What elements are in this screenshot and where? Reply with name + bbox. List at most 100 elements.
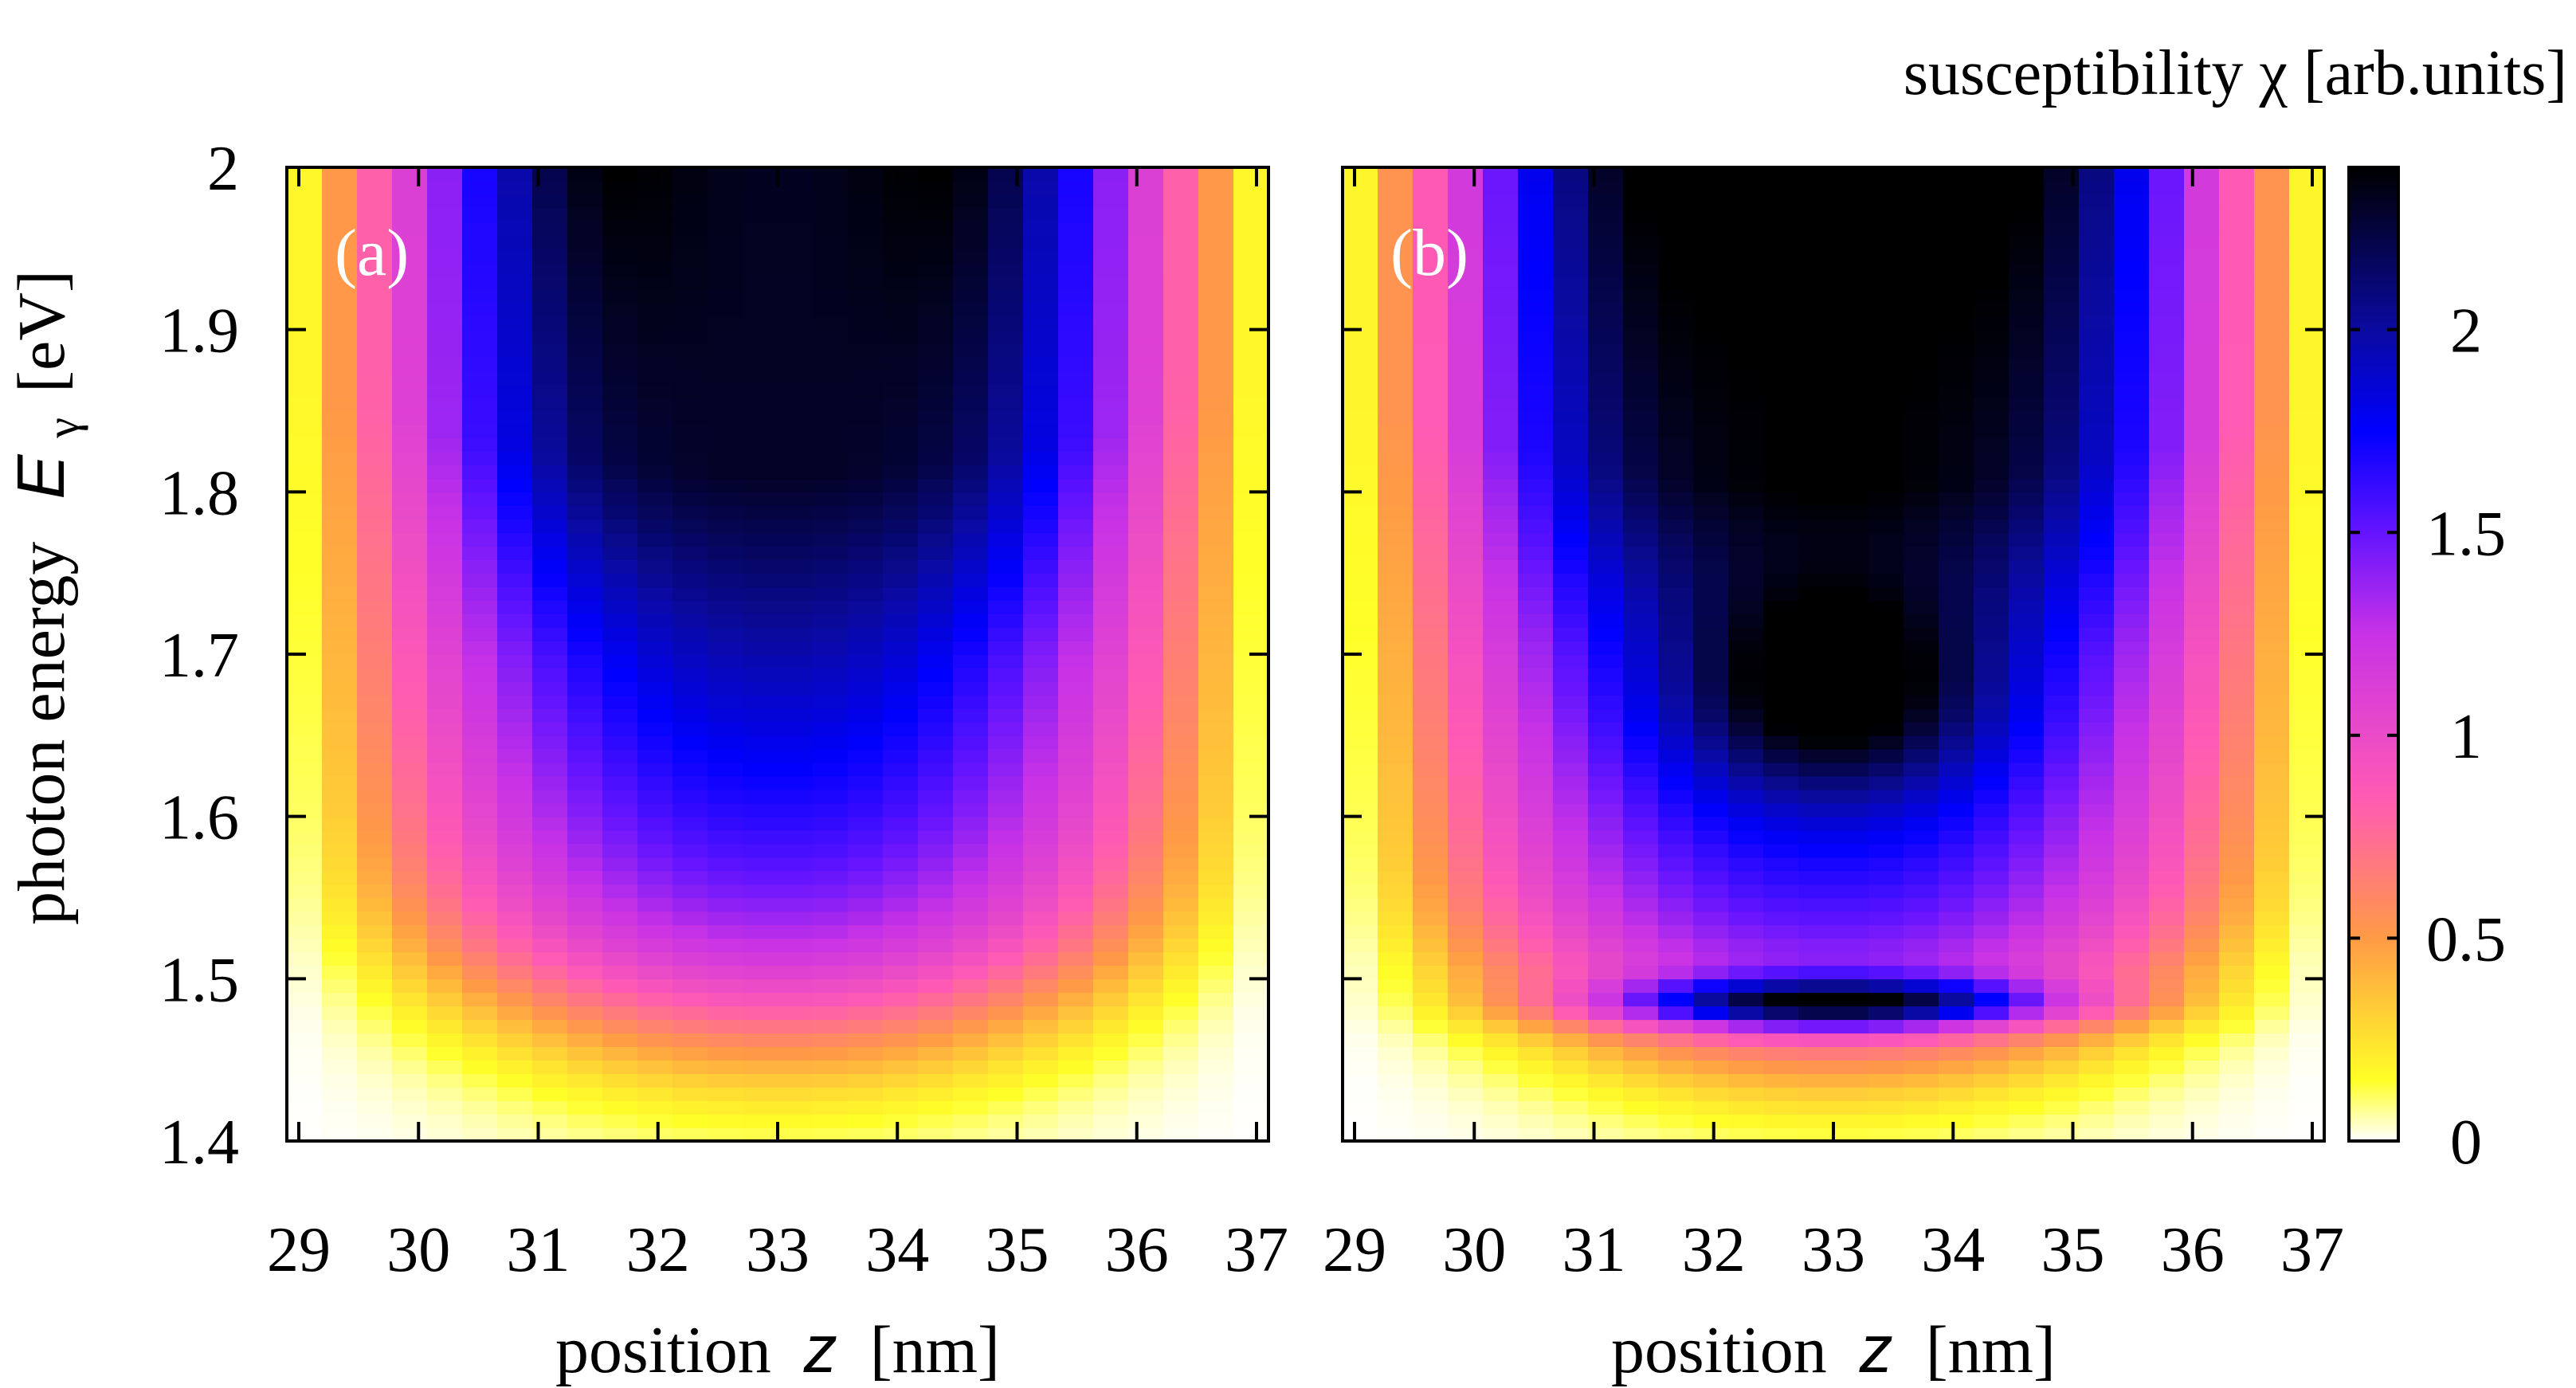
heatmap-cell	[1588, 356, 1624, 371]
heatmap-cell	[1798, 573, 1834, 587]
x-tick-label: 32	[626, 1215, 690, 1285]
heatmap-cell	[287, 775, 323, 790]
heatmap-cell	[988, 992, 1024, 1007]
heatmap-cell	[1763, 1087, 1799, 1101]
heatmap-cell	[778, 816, 814, 831]
heatmap-cell	[497, 329, 533, 344]
heatmap-cell	[743, 843, 778, 858]
heatmap-cell	[2289, 234, 2325, 249]
heatmap-cell	[1833, 180, 1869, 195]
heatmap-cell	[1163, 680, 1199, 696]
heatmap-cell	[1728, 748, 1764, 763]
heatmap-cell	[988, 424, 1024, 439]
heatmap-cell	[532, 559, 568, 574]
heatmap-cell	[2289, 843, 2325, 858]
heatmap-cell	[1023, 748, 1059, 763]
heatmap-cell	[637, 424, 673, 439]
heatmap-cell	[497, 1019, 533, 1034]
heatmap-cell	[1833, 721, 1869, 736]
heatmap-cell	[287, 383, 323, 398]
heatmap-cell	[357, 829, 393, 845]
heatmap-cell	[1233, 897, 1269, 912]
heatmap-cell	[392, 221, 428, 236]
heatmap-cell	[567, 478, 603, 493]
heatmap-cell	[2114, 397, 2150, 412]
heatmap-cell	[1093, 207, 1129, 222]
heatmap-cell	[2079, 1087, 2115, 1101]
heatmap-cell	[1553, 924, 1589, 939]
heatmap-cell	[1518, 641, 1554, 655]
heatmap-cell	[637, 397, 673, 412]
heatmap-cell	[918, 207, 954, 222]
heatmap-cell	[1378, 735, 1413, 750]
heatmap-cell	[1343, 938, 1378, 953]
heatmap-cell	[2219, 1073, 2255, 1088]
heatmap-cell	[1093, 586, 1129, 601]
heatmap-cell	[708, 884, 743, 899]
heatmap-cell	[1728, 1114, 1764, 1128]
heatmap-cell	[813, 329, 849, 344]
heatmap-cell	[1623, 951, 1659, 967]
heatmap-cell	[1588, 207, 1624, 222]
heatmap-cell	[918, 938, 954, 953]
heatmap-cell	[427, 492, 463, 507]
heatmap-cell	[1198, 167, 1234, 182]
heatmap-cell	[392, 451, 428, 466]
heatmap-cell	[1198, 478, 1234, 493]
heatmap-cell	[743, 586, 778, 601]
heatmap-cell	[708, 992, 743, 1007]
heatmap-cell	[1798, 762, 1834, 777]
heatmap-cell	[1868, 654, 1904, 669]
heatmap-cell	[567, 167, 603, 182]
heatmap-cell	[778, 167, 814, 182]
heatmap-cell	[778, 194, 814, 209]
heatmap-cell	[1233, 1087, 1269, 1101]
heatmap-cell	[2044, 775, 2080, 790]
heatmap-cell	[1623, 654, 1659, 669]
heatmap-cell	[427, 261, 463, 276]
heatmap-cell	[672, 505, 708, 520]
heatmap-cell	[778, 586, 814, 601]
heatmap-cell	[462, 694, 498, 709]
heatmap-cell	[357, 546, 393, 560]
heatmap-cell	[1728, 694, 1764, 709]
heatmap-cell	[427, 586, 463, 601]
heatmap-cell	[2289, 519, 2325, 534]
heatmap-cell	[1058, 573, 1094, 587]
heatmap-cell	[1128, 492, 1164, 507]
heatmap-cell	[1518, 275, 1554, 290]
heatmap-cell	[1658, 735, 1694, 750]
heatmap-cell	[1553, 221, 1589, 236]
heatmap-cell	[672, 843, 708, 858]
heatmap-cell	[2149, 735, 2185, 750]
heatmap-cell	[2009, 641, 2045, 655]
heatmap-cell	[1588, 234, 1624, 249]
heatmap-cell	[322, 870, 358, 885]
heatmap-cell	[1974, 451, 2009, 466]
heatmap-cell	[1939, 884, 1974, 899]
heatmap-cell	[1904, 573, 1939, 587]
heatmap-cell	[1833, 924, 1869, 939]
heatmap-cell	[532, 775, 568, 790]
heatmap-cell	[708, 356, 743, 371]
heatmap-cell	[1413, 410, 1449, 425]
heatmap-cell	[1623, 1100, 1659, 1115]
heatmap-cell	[1763, 735, 1799, 750]
heatmap-cell	[708, 1073, 743, 1088]
heatmap-cell	[497, 951, 533, 967]
heatmap-cell	[2149, 1006, 2185, 1021]
heatmap-cell	[2289, 180, 2325, 195]
heatmap-cell	[1093, 829, 1129, 845]
heatmap-cell	[1623, 559, 1659, 574]
heatmap-cell	[1163, 343, 1199, 358]
heatmap-cell	[2184, 465, 2220, 480]
heatmap-cell	[1904, 600, 1939, 614]
heatmap-cell	[953, 1087, 989, 1101]
heatmap-cell	[357, 329, 393, 344]
heatmap-cell	[708, 1087, 743, 1101]
heatmap-cell	[1198, 843, 1234, 858]
heatmap-cell	[743, 762, 778, 777]
heatmap-cell	[708, 234, 743, 249]
heatmap-cell	[1233, 789, 1269, 804]
heatmap-cell	[497, 343, 533, 358]
